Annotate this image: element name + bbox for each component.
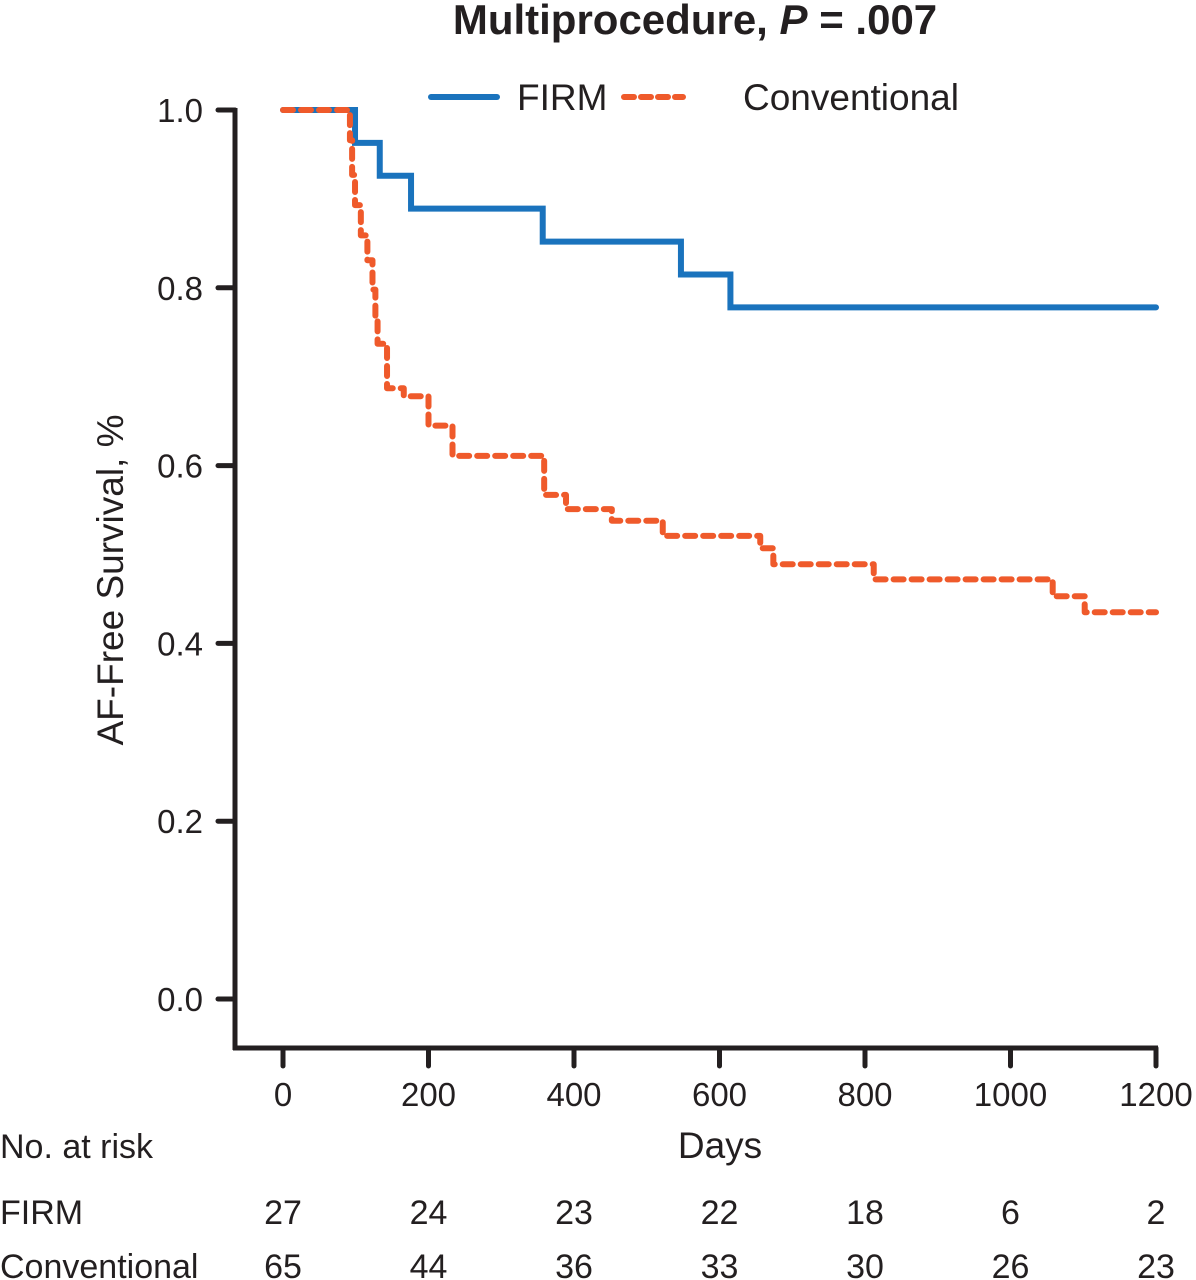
risk-count: 44 — [410, 1248, 448, 1280]
risk-count: 65 — [264, 1248, 302, 1280]
x-tick-label: 1200 — [1119, 1076, 1192, 1113]
risk-table: No. at risk FIRM 27 24 23 22 18 6 2 Conventional… — [0, 1128, 1175, 1280]
y-tick-label: 0.2 — [157, 803, 203, 840]
legend: FIRM Conventional — [428, 77, 959, 118]
risk-count: 2 — [1147, 1194, 1166, 1232]
risk-count: 6 — [1001, 1194, 1020, 1232]
risk-count: 24 — [410, 1194, 448, 1232]
x-tick-label: 0 — [274, 1076, 292, 1113]
series-line-conventional — [280, 107, 1159, 616]
risk-table-header: No. at risk — [0, 1128, 154, 1166]
x-tick-label: 800 — [837, 1076, 892, 1113]
chart-title: Multiprocedure, P = .007 — [453, 0, 937, 43]
axes — [232, 108, 1158, 1051]
risk-count: 23 — [1137, 1248, 1175, 1280]
y-tick-label: 0.8 — [157, 270, 203, 307]
risk-count: 18 — [846, 1194, 884, 1232]
risk-row-label: FIRM — [0, 1194, 83, 1232]
risk-count: 27 — [264, 1194, 302, 1232]
x-tick-label: 400 — [546, 1076, 601, 1113]
y-ticks: 0.0 0.2 0.4 0.6 0.8 1.0 — [157, 92, 238, 1018]
legend-label-firm: FIRM — [517, 77, 607, 118]
y-axis-label: AF-Free Survival, % — [90, 414, 131, 745]
x-tick-label: 600 — [692, 1076, 747, 1113]
legend-label-conventional: Conventional — [743, 77, 959, 118]
x-axis-label: Days — [678, 1125, 762, 1166]
risk-count: 33 — [701, 1248, 739, 1280]
risk-row-label: Conventional — [0, 1248, 198, 1280]
y-tick-label: 0.6 — [157, 448, 203, 485]
risk-count: 22 — [701, 1194, 739, 1232]
x-ticks: 0 200 400 600 800 1000 1200 — [274, 1045, 1193, 1113]
y-tick-label: 0.0 — [157, 981, 203, 1018]
series-group — [280, 107, 1159, 616]
x-tick-label: 1000 — [974, 1076, 1047, 1113]
risk-count: 30 — [846, 1248, 884, 1280]
risk-count: 36 — [555, 1248, 593, 1280]
series-line-firm — [280, 107, 1159, 311]
risk-count: 23 — [555, 1194, 593, 1232]
risk-count: 26 — [992, 1248, 1030, 1280]
y-tick-label: 1.0 — [157, 92, 203, 129]
x-tick-label: 200 — [401, 1076, 456, 1113]
y-tick-label: 0.4 — [157, 625, 203, 662]
